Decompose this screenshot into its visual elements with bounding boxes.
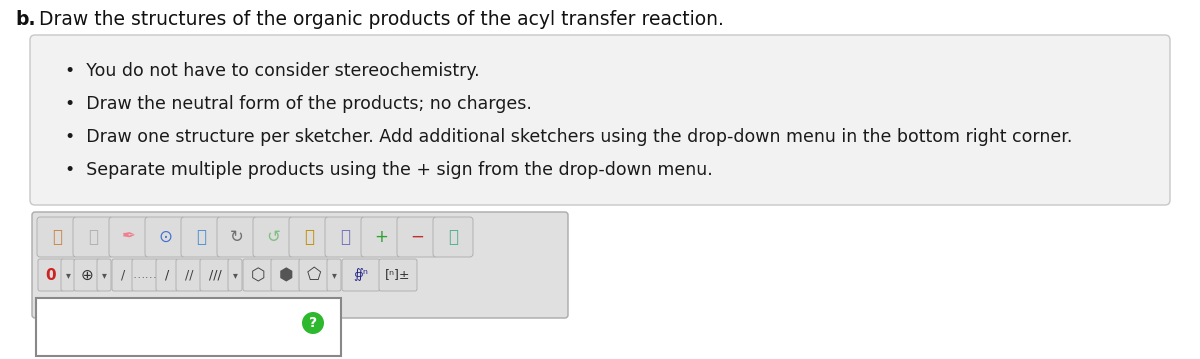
Text: ///: ///: [209, 269, 221, 281]
Text: 🖐: 🖐: [52, 228, 62, 246]
FancyBboxPatch shape: [325, 217, 365, 257]
Text: •  Draw the neutral form of the products; no charges.: • Draw the neutral form of the products;…: [65, 95, 532, 113]
FancyBboxPatch shape: [112, 259, 134, 291]
FancyBboxPatch shape: [433, 217, 473, 257]
Text: −: −: [410, 228, 424, 246]
Text: 0: 0: [46, 267, 56, 283]
Text: /: /: [121, 269, 125, 281]
Text: /: /: [164, 269, 169, 281]
Text: •  Separate multiple products using the + sign from the drop-down menu.: • Separate multiple products using the +…: [65, 161, 713, 179]
Text: b.: b.: [14, 10, 36, 29]
Text: ……: ……: [132, 269, 157, 281]
Text: 🎨: 🎨: [448, 228, 458, 246]
FancyBboxPatch shape: [38, 259, 64, 291]
FancyBboxPatch shape: [156, 259, 178, 291]
FancyBboxPatch shape: [289, 217, 329, 257]
Bar: [36, 298, 341, 356]
FancyBboxPatch shape: [145, 217, 185, 257]
FancyBboxPatch shape: [242, 259, 274, 291]
Text: +: +: [374, 228, 388, 246]
FancyBboxPatch shape: [228, 259, 242, 291]
FancyBboxPatch shape: [200, 259, 230, 291]
FancyBboxPatch shape: [37, 217, 77, 257]
FancyBboxPatch shape: [299, 259, 329, 291]
FancyBboxPatch shape: [397, 217, 437, 257]
Text: ▾: ▾: [331, 270, 336, 280]
Text: ✒: ✒: [122, 228, 136, 246]
Text: •  You do not have to consider stereochemistry.: • You do not have to consider stereochem…: [65, 62, 480, 80]
Text: ▾: ▾: [66, 270, 71, 280]
FancyBboxPatch shape: [74, 259, 100, 291]
FancyBboxPatch shape: [32, 212, 568, 318]
Text: ↻: ↻: [230, 228, 244, 246]
Text: ⊕: ⊕: [80, 267, 94, 283]
Text: •  Draw one structure per sketcher. Add additional sketchers using the drop-down: • Draw one structure per sketcher. Add a…: [65, 128, 1073, 146]
FancyBboxPatch shape: [379, 259, 418, 291]
Text: ∯ⁿ: ∯ⁿ: [354, 269, 368, 281]
FancyBboxPatch shape: [30, 35, 1170, 205]
FancyBboxPatch shape: [73, 217, 113, 257]
Text: ↺: ↺: [266, 228, 280, 246]
FancyBboxPatch shape: [271, 259, 301, 291]
FancyBboxPatch shape: [61, 259, 74, 291]
FancyBboxPatch shape: [181, 217, 221, 257]
Text: ▾: ▾: [102, 270, 107, 280]
FancyBboxPatch shape: [342, 259, 380, 291]
FancyBboxPatch shape: [253, 217, 293, 257]
Text: 📋: 📋: [340, 228, 350, 246]
FancyBboxPatch shape: [326, 259, 341, 291]
Text: ⬢: ⬢: [278, 266, 293, 284]
FancyBboxPatch shape: [109, 217, 149, 257]
Text: ?: ?: [308, 316, 317, 330]
Text: ▾: ▾: [233, 270, 238, 280]
Text: 🥇: 🥇: [304, 228, 314, 246]
Text: //: //: [185, 269, 193, 281]
Text: Draw the structures of the organic products of the acyl transfer reaction.: Draw the structures of the organic produ…: [34, 10, 724, 29]
FancyBboxPatch shape: [176, 259, 202, 291]
FancyBboxPatch shape: [217, 217, 257, 257]
Text: ⬠: ⬠: [307, 266, 322, 284]
FancyBboxPatch shape: [97, 259, 112, 291]
Text: ⊙: ⊙: [158, 228, 172, 246]
Text: 🧪: 🧪: [88, 228, 98, 246]
FancyBboxPatch shape: [361, 217, 401, 257]
Text: ⬡: ⬡: [251, 266, 265, 284]
Circle shape: [302, 312, 324, 334]
Text: 🔗: 🔗: [196, 228, 206, 246]
Text: [ⁿ]±: [ⁿ]±: [385, 269, 410, 281]
FancyBboxPatch shape: [132, 259, 158, 291]
